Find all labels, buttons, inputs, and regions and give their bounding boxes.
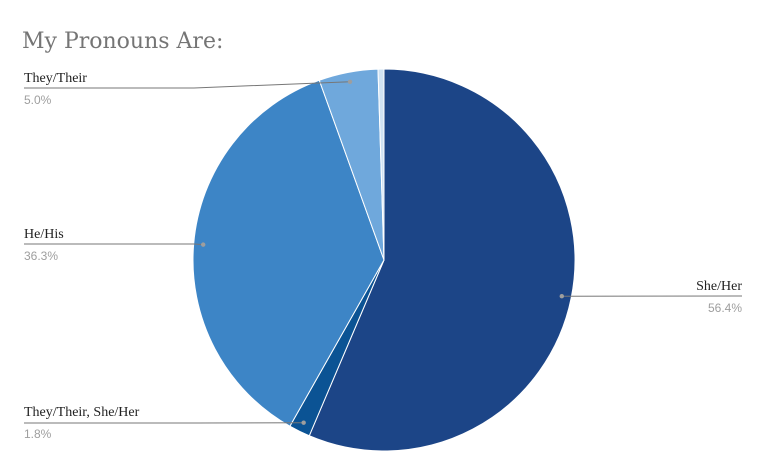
slice-percent: 36.3% — [24, 249, 58, 263]
leader-dot — [301, 420, 306, 425]
leader-dot — [201, 242, 206, 247]
leader-line — [24, 81, 351, 89]
pie-slice-other — [377, 68, 385, 261]
pie-slices — [192, 68, 576, 452]
slice-percent: 5.0% — [24, 93, 52, 107]
slice-label: They/Their, She/Her — [24, 405, 140, 420]
slice-label: They/Their — [24, 71, 87, 86]
slice-label: She/Her — [696, 279, 742, 294]
chart-title: My Pronouns Are: — [22, 29, 223, 54]
leader-dot — [347, 79, 353, 84]
slice-percent: 1.8% — [24, 427, 52, 441]
leader-dot — [559, 294, 564, 299]
slice-label: He/His — [24, 227, 64, 242]
leader-line — [24, 243, 204, 246]
slice-percent: 56.4% — [708, 301, 742, 315]
slice-labels: She/Her 56.4% They/Their, She/Her 1.8% He/Hi… — [24, 71, 742, 441]
pie-slice-she-her — [308, 68, 576, 452]
